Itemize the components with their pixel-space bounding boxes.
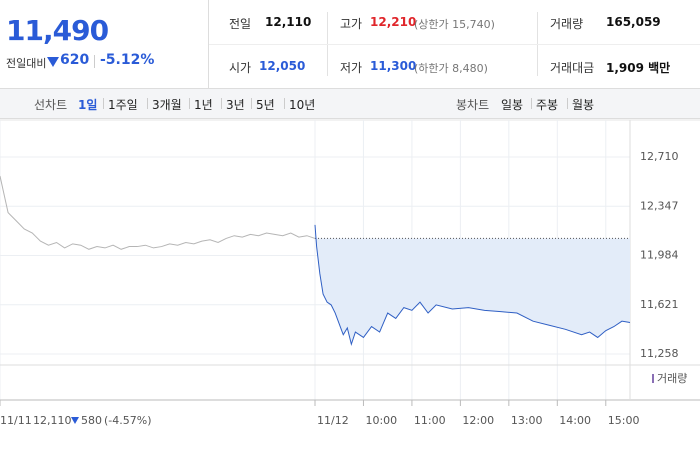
quote-box: 11,490 전일대비 620 -5.12% — [0, 0, 209, 89]
info-value: 1,909 백만 — [606, 61, 671, 75]
divider — [221, 98, 222, 109]
tab[interactable]: 일봉 — [501, 98, 524, 112]
change-label: 전일대비 — [6, 57, 47, 70]
tab-bar: 선차트 1일 1주일 3개월 1년 3년 5년 10년 봉차트 일봉 주봉 월봉 — [0, 89, 700, 119]
x-tick-label: 11/12 — [317, 414, 349, 427]
divider — [209, 44, 700, 45]
divider — [284, 98, 285, 109]
change-pct: -5.12% — [100, 52, 155, 68]
x-tick-label: 11/11 — [0, 414, 32, 427]
area — [315, 224, 630, 345]
tab[interactable]: 1주일 — [108, 98, 138, 112]
y-tick-label: 12,347 — [640, 199, 679, 212]
y-tick-label: 12,710 — [640, 150, 679, 163]
info-label: 저가 — [340, 61, 363, 75]
divider — [567, 98, 568, 109]
divider — [251, 98, 252, 109]
annotation-price: 12,110 — [33, 414, 72, 427]
info-label: 고가 — [340, 17, 363, 31]
annotation-pct: (-4.57%) — [104, 414, 152, 427]
tab[interactable]: 1일 — [78, 98, 98, 112]
x-tick-label: 13:00 — [511, 414, 543, 427]
info-label: 거래대금 — [550, 61, 595, 75]
tab-group-label: 봉차트 — [456, 98, 490, 112]
info-grid: 전일 12,110 고가 12,210 (상한가 15,740) 거래량 165,059 시가… — [209, 0, 700, 89]
tab[interactable]: 3년 — [226, 98, 245, 112]
info-value: 12,210 — [370, 15, 417, 29]
divider — [189, 98, 190, 109]
info-value: 165,059 — [606, 15, 661, 29]
down-icon — [71, 417, 79, 424]
info-value: 12,110 — [265, 15, 312, 29]
info-value: 12,050 — [259, 59, 306, 73]
chart: 12,710 12,347 11,984 11,621 11,258 11/11 11/12… — [0, 119, 700, 427]
info-label: 거래량 — [550, 17, 584, 31]
divider — [94, 55, 95, 68]
x-tick-label: 12:00 — [462, 414, 494, 427]
tab[interactable]: 10년 — [289, 98, 316, 112]
tab[interactable]: 1년 — [194, 98, 213, 112]
legend-swatch — [652, 374, 654, 383]
tab-group-label: 선차트 — [34, 98, 68, 112]
info-label: 전일 — [229, 17, 252, 31]
y-tick-label: 11,258 — [640, 347, 679, 360]
x-tick-label: 10:00 — [365, 414, 397, 427]
price-line — [314, 224, 631, 347]
info-value: 11,300 — [370, 59, 417, 73]
divider — [103, 98, 104, 109]
price-line — [0, 175, 316, 250]
info-label: 시가 — [229, 61, 252, 75]
annotation-change: 580 — [81, 414, 102, 427]
info-note: (상한가 15,740) — [414, 18, 495, 31]
divider — [147, 98, 148, 109]
change: 620 — [60, 52, 90, 68]
tab[interactable]: 주봉 — [536, 98, 559, 112]
x-tick-label: 15:00 — [608, 414, 640, 427]
tab[interactable]: 월봉 — [572, 98, 595, 112]
tab[interactable]: 3개월 — [152, 98, 182, 112]
divider — [531, 98, 532, 109]
x-tick-label: 14:00 — [559, 414, 591, 427]
info-note: (하한가 8,480) — [414, 62, 488, 75]
x-tick-label: 11:00 — [414, 414, 446, 427]
volume-legend: 거래량 — [657, 372, 687, 385]
down-icon — [47, 57, 59, 67]
price: 11,490 — [6, 14, 109, 47]
tab[interactable]: 5년 — [256, 98, 275, 112]
y-tick-label: 11,984 — [640, 249, 679, 262]
y-tick-label: 11,621 — [640, 298, 679, 311]
